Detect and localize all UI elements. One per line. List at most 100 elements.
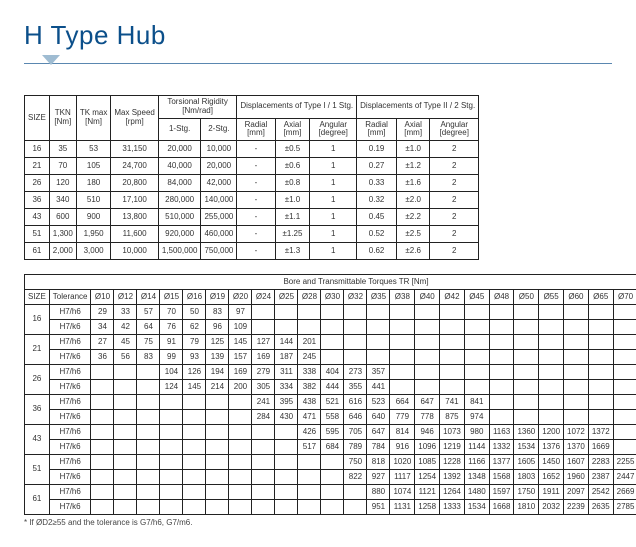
cell: 35 [49, 141, 76, 158]
cell [514, 335, 539, 350]
cell [137, 455, 160, 470]
cell [275, 305, 298, 320]
cell [206, 455, 229, 470]
cell [588, 380, 613, 395]
cell: 279 [252, 365, 275, 380]
cell [298, 470, 321, 485]
dia-col: Ø42 [440, 290, 465, 305]
cell: 20,000 [158, 141, 201, 158]
cell: 83 [137, 350, 160, 365]
cell: 127 [252, 335, 275, 350]
cell: ±1.2 [397, 158, 430, 175]
cell [229, 425, 252, 440]
cell [91, 410, 114, 425]
cell [489, 365, 514, 380]
tolerance-cell: H7/h6 [49, 425, 91, 440]
cell: 13,800 [111, 209, 158, 226]
cell [275, 425, 298, 440]
cell: 1348 [464, 470, 489, 485]
cell [564, 305, 589, 320]
cell [229, 395, 252, 410]
cell: 31,150 [111, 141, 158, 158]
tolerance-cell: H7/h6 [49, 365, 91, 380]
cell: 1652 [539, 470, 564, 485]
cell [275, 470, 298, 485]
cell: 595 [321, 425, 344, 440]
cell: 124 [160, 380, 183, 395]
cell [514, 365, 539, 380]
spec-table: SIZE TKN[Nm] TK max[Nm] Max Speed[rpm] T… [24, 95, 479, 260]
cell: 441 [367, 380, 390, 395]
cell: 29 [91, 305, 114, 320]
cell: 50 [183, 305, 206, 320]
cell: ±1.0 [397, 141, 430, 158]
cell: 1 [310, 175, 357, 192]
cell: 1360 [514, 425, 539, 440]
cell [206, 470, 229, 485]
cell: 444 [321, 380, 344, 395]
cell: 980 [464, 425, 489, 440]
cell [564, 380, 589, 395]
cell [114, 470, 137, 485]
cell: ±0.5 [275, 141, 310, 158]
table-row: 16H7/h629335770508397 [25, 305, 636, 320]
cell [489, 410, 514, 425]
cell: 664 [390, 395, 415, 410]
cell [183, 410, 206, 425]
cell [415, 365, 440, 380]
cell [440, 335, 465, 350]
cell: 920,000 [158, 226, 201, 243]
col-torsional-group: Torsional Rigidity[Nm/rad] [158, 96, 237, 119]
cell: 145 [183, 380, 206, 395]
cell [91, 395, 114, 410]
cell: 61 [25, 243, 50, 260]
cell: 510,000 [158, 209, 201, 226]
cell: - [237, 141, 275, 158]
cell [275, 500, 298, 515]
table-row: 51H7/h6750818102010851228116613771605145… [25, 455, 636, 470]
cell: - [237, 209, 275, 226]
table-row: 217010524,70040,00020,000-±0.610.27±1.22 [25, 158, 479, 175]
cell: 1219 [440, 440, 465, 455]
cell [367, 350, 390, 365]
cell [137, 395, 160, 410]
cell: - [237, 226, 275, 243]
cell: 2032 [539, 500, 564, 515]
dia-col: Ø70 [613, 290, 636, 305]
cell: 1228 [440, 455, 465, 470]
cell: 1 [310, 243, 357, 260]
cell [206, 440, 229, 455]
cell [137, 470, 160, 485]
dia-col: Ø28 [298, 290, 321, 305]
cell [440, 320, 465, 335]
cell: 357 [367, 365, 390, 380]
cell [514, 395, 539, 410]
tolerance-cell: H7/k6 [49, 440, 91, 455]
cell: 778 [415, 410, 440, 425]
cell [564, 335, 589, 350]
cell: 83 [206, 305, 229, 320]
cell [344, 350, 367, 365]
cell [344, 320, 367, 335]
cell: 741 [440, 395, 465, 410]
table-row: 612,0003,00010,0001,500,000750,000-±1.31… [25, 243, 479, 260]
cell: 814 [390, 425, 415, 440]
cell [464, 305, 489, 320]
col-disp2-group: Displacements of Type II / 2 Stg. [357, 96, 479, 119]
dia-col: Ø35 [367, 290, 390, 305]
cell [137, 410, 160, 425]
cell: 1200 [539, 425, 564, 440]
dia-col: Ø20 [229, 290, 252, 305]
cell: 395 [275, 395, 298, 410]
cell: 1803 [514, 470, 539, 485]
cell [588, 365, 613, 380]
cell: 10,000 [111, 243, 158, 260]
cell: 779 [390, 410, 415, 425]
cell: ±1.0 [275, 192, 310, 209]
cell: 201 [298, 335, 321, 350]
cell [137, 500, 160, 515]
cell [344, 485, 367, 500]
cell [514, 305, 539, 320]
cell: 2785 [613, 500, 636, 515]
cell [539, 410, 564, 425]
